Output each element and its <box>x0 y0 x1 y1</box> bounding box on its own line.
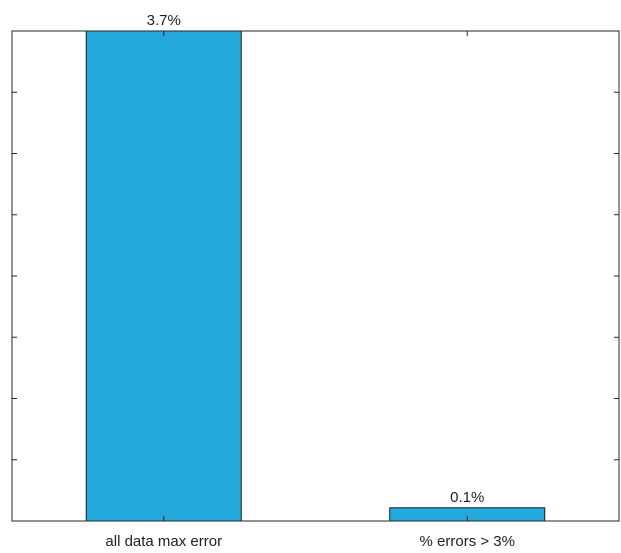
bar-0 <box>85 30 242 522</box>
x-tick-label-0: all data max error <box>105 533 222 550</box>
x-tick-label-1: % errors > 3% <box>420 533 515 550</box>
bar-value-label-0: 3.7% <box>147 12 181 29</box>
bars-layer <box>85 30 546 522</box>
plot-frame <box>11 30 620 522</box>
bar-value-label-1: 0.1% <box>450 489 484 506</box>
labels-layer: 3.7% all data max error 0.1% % errors > 3% <box>105 12 515 550</box>
